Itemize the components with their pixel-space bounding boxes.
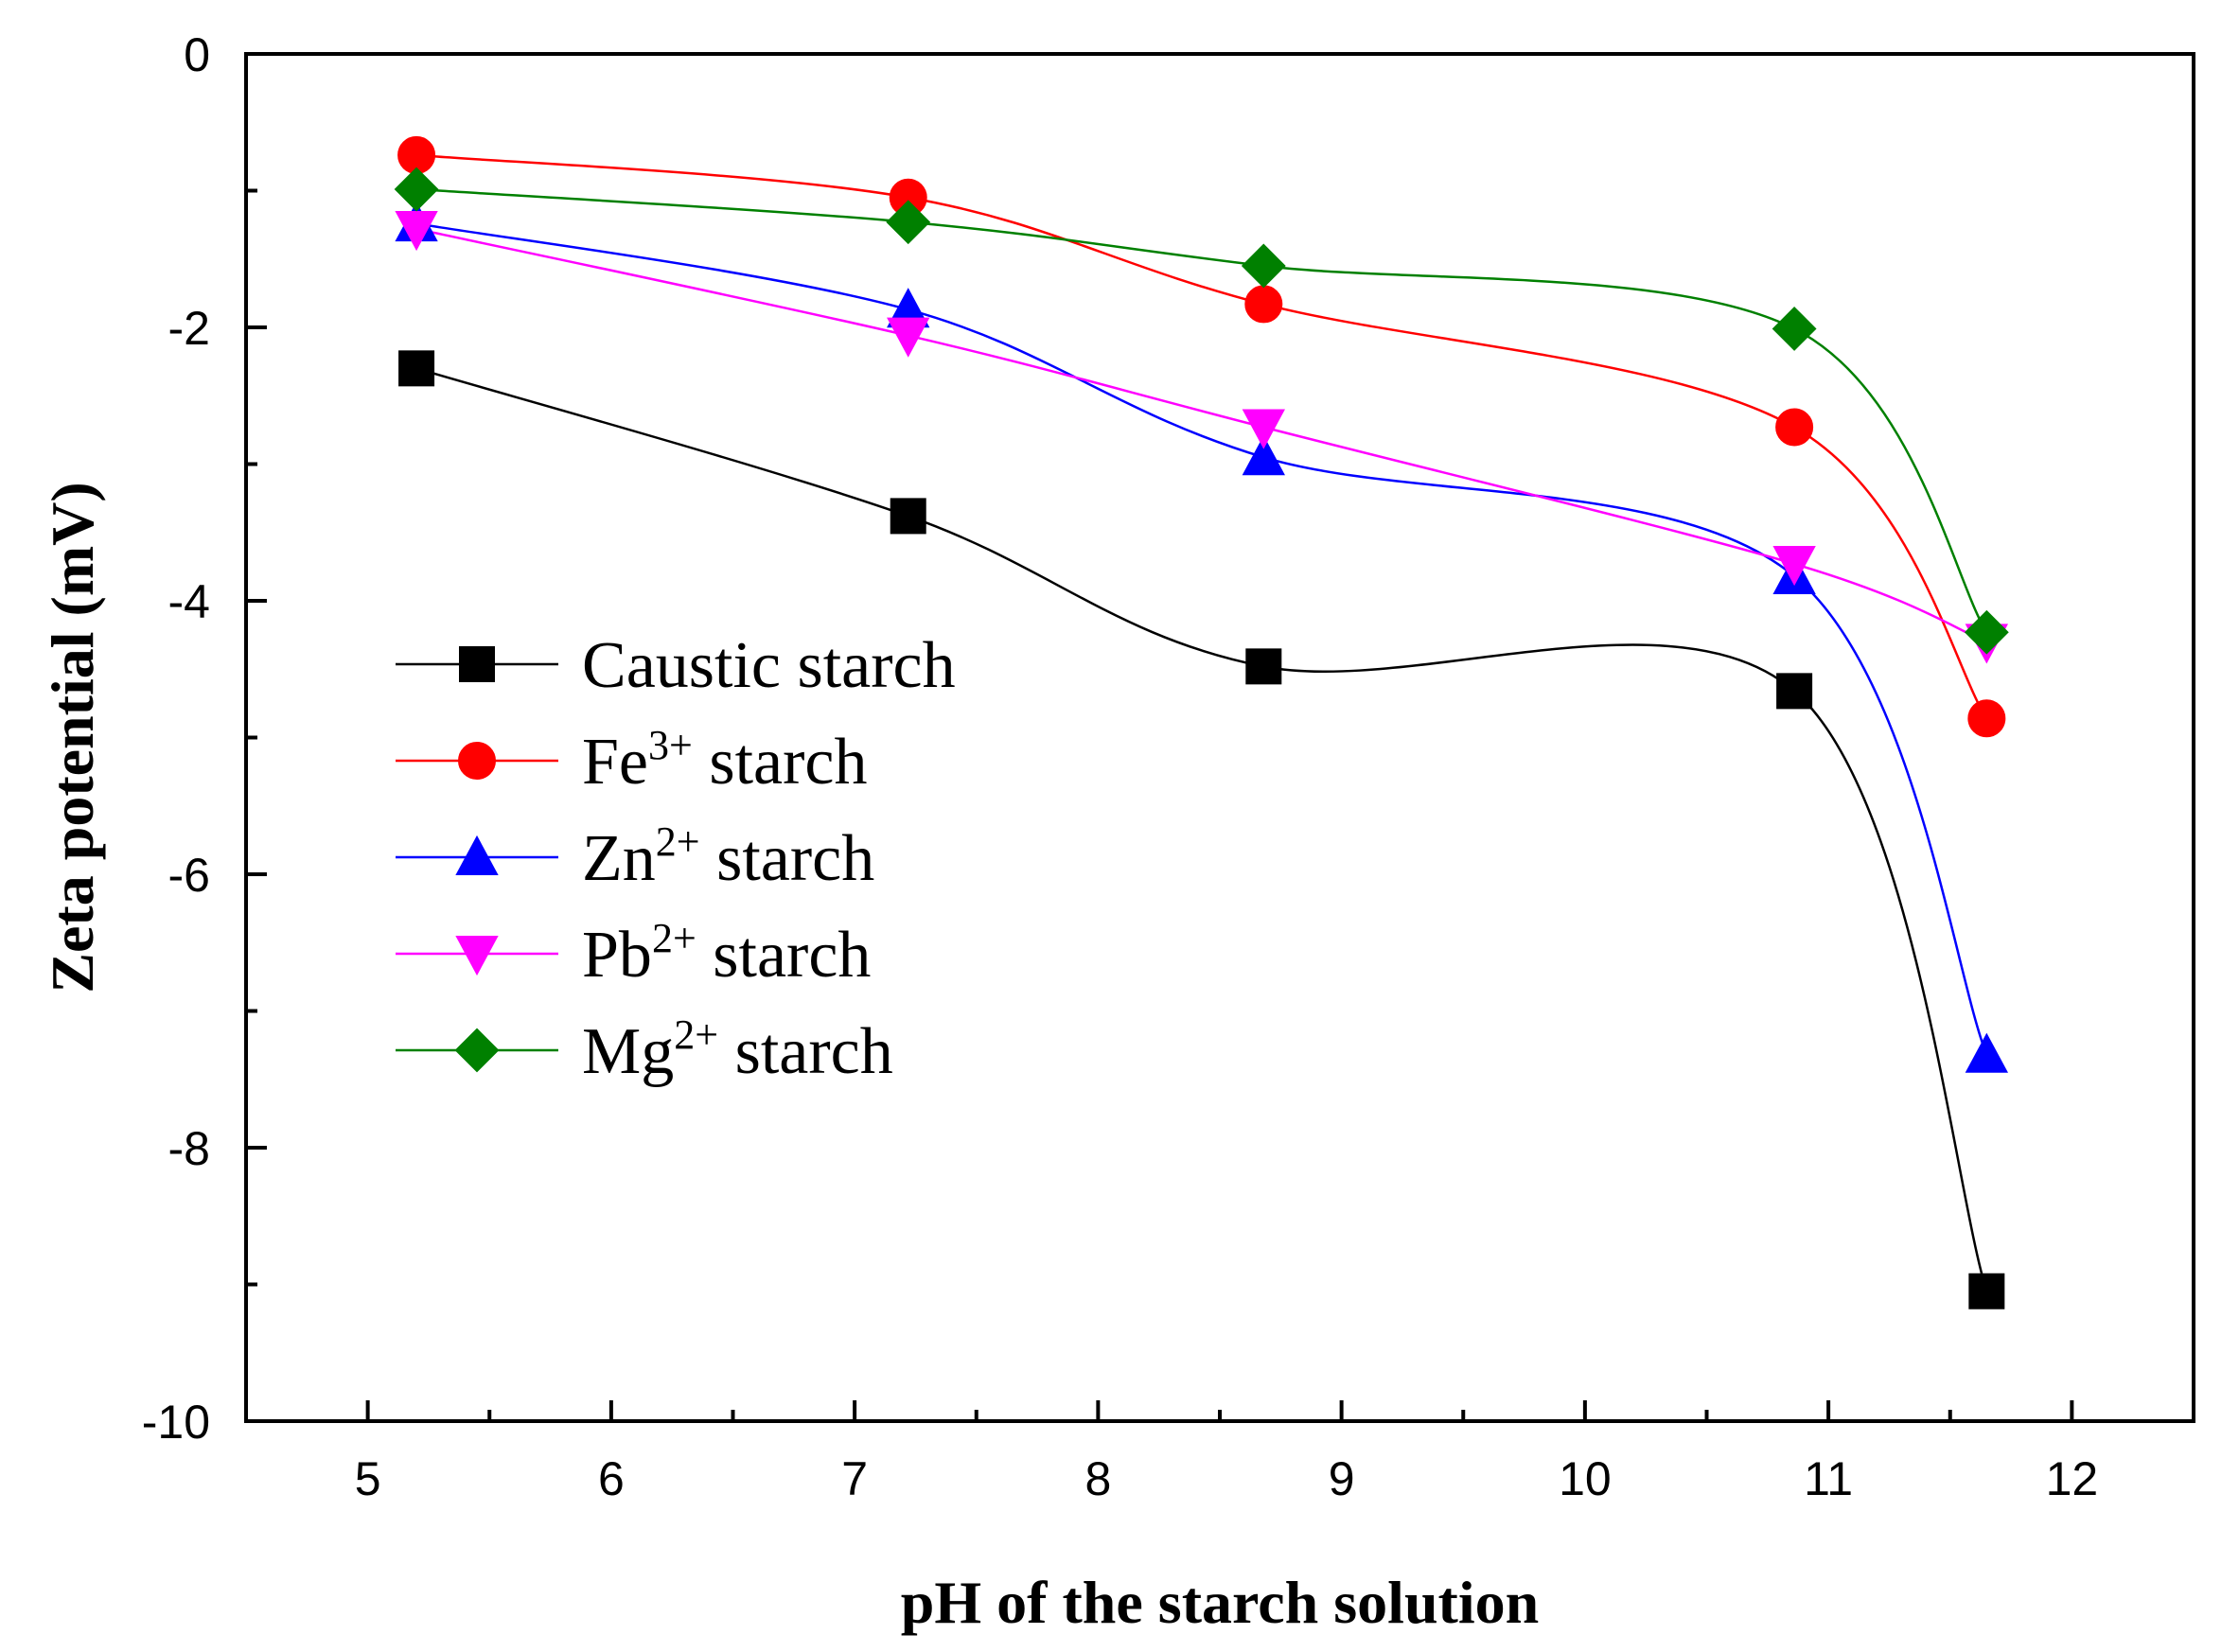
legend-label: Caustic starch <box>582 629 956 702</box>
legend-marker <box>455 936 499 976</box>
x-tick-label: 10 <box>1559 1452 1612 1505</box>
legend-label: Pb2+ starch <box>582 915 871 992</box>
x-tick-label: 11 <box>1804 1452 1853 1505</box>
data-point <box>1241 243 1286 289</box>
series-line <box>415 227 1987 643</box>
data-point <box>1968 1273 2005 1309</box>
y-tick-label: -4 <box>168 575 210 628</box>
data-point <box>1965 1032 2009 1073</box>
legend-entry: Mg2+ starch <box>396 1011 893 1088</box>
legend-marker <box>455 835 499 875</box>
x-tick-label: 8 <box>1084 1452 1111 1505</box>
legend-label: Mg2+ starch <box>582 1011 893 1088</box>
legend: Caustic starch Fe3+ starch Zn2+ starch Pb2+… <box>396 629 956 1088</box>
x-axis-title: pH of the starch solution <box>901 1569 1539 1636</box>
legend-marker <box>454 1028 500 1073</box>
data-point <box>886 200 931 245</box>
y-tick-label: -2 <box>168 302 210 355</box>
data-point <box>1964 609 2009 655</box>
x-tick-label: 7 <box>841 1452 868 1505</box>
y-axis-title: Zeta potential (mV) <box>39 482 106 993</box>
x-tick-label: 12 <box>2046 1452 2099 1505</box>
series-line <box>415 221 1988 1056</box>
x-tick-label: 6 <box>598 1452 625 1505</box>
legend-marker <box>459 646 495 682</box>
data-point <box>1245 648 1282 685</box>
data-point <box>1776 673 1813 710</box>
legend-entry: Caustic starch <box>396 629 956 702</box>
data-point <box>1242 409 1285 449</box>
data-point <box>394 167 439 212</box>
plot-frame <box>244 52 2195 1423</box>
series-markers <box>394 135 2009 1309</box>
data-point <box>1242 435 1285 476</box>
data-point <box>1772 545 1816 587</box>
data-point <box>1244 285 1283 324</box>
y-tick-label: -6 <box>168 849 210 902</box>
y-tick-label: 0 <box>184 28 210 81</box>
y-tick-label: -8 <box>168 1122 210 1175</box>
legend-label: Zn2+ starch <box>582 818 874 895</box>
axis-tick-labels: 5 6 7 8 9 10 11 12 0 -2 -4 -6 -8 -10 <box>142 28 2098 1505</box>
data-point <box>398 350 435 387</box>
data-point <box>887 317 930 358</box>
data-point <box>395 210 438 252</box>
legend-label: Fe3+ starch <box>582 722 867 799</box>
legend-entry: Zn2+ starch <box>396 818 874 895</box>
axis-ticks <box>244 52 2195 1423</box>
y-tick-label: -10 <box>142 1396 210 1449</box>
legend-entry: Pb2+ starch <box>396 915 871 992</box>
legend-entry: Fe3+ starch <box>396 722 867 799</box>
x-tick-label: 9 <box>1329 1452 1355 1505</box>
data-point <box>1967 699 2006 738</box>
data-point <box>1775 408 1814 447</box>
data-point <box>1772 307 1817 351</box>
data-point <box>890 498 926 535</box>
legend-marker <box>458 742 496 780</box>
x-tick-label: 5 <box>355 1452 381 1505</box>
series-line <box>415 367 1988 1292</box>
